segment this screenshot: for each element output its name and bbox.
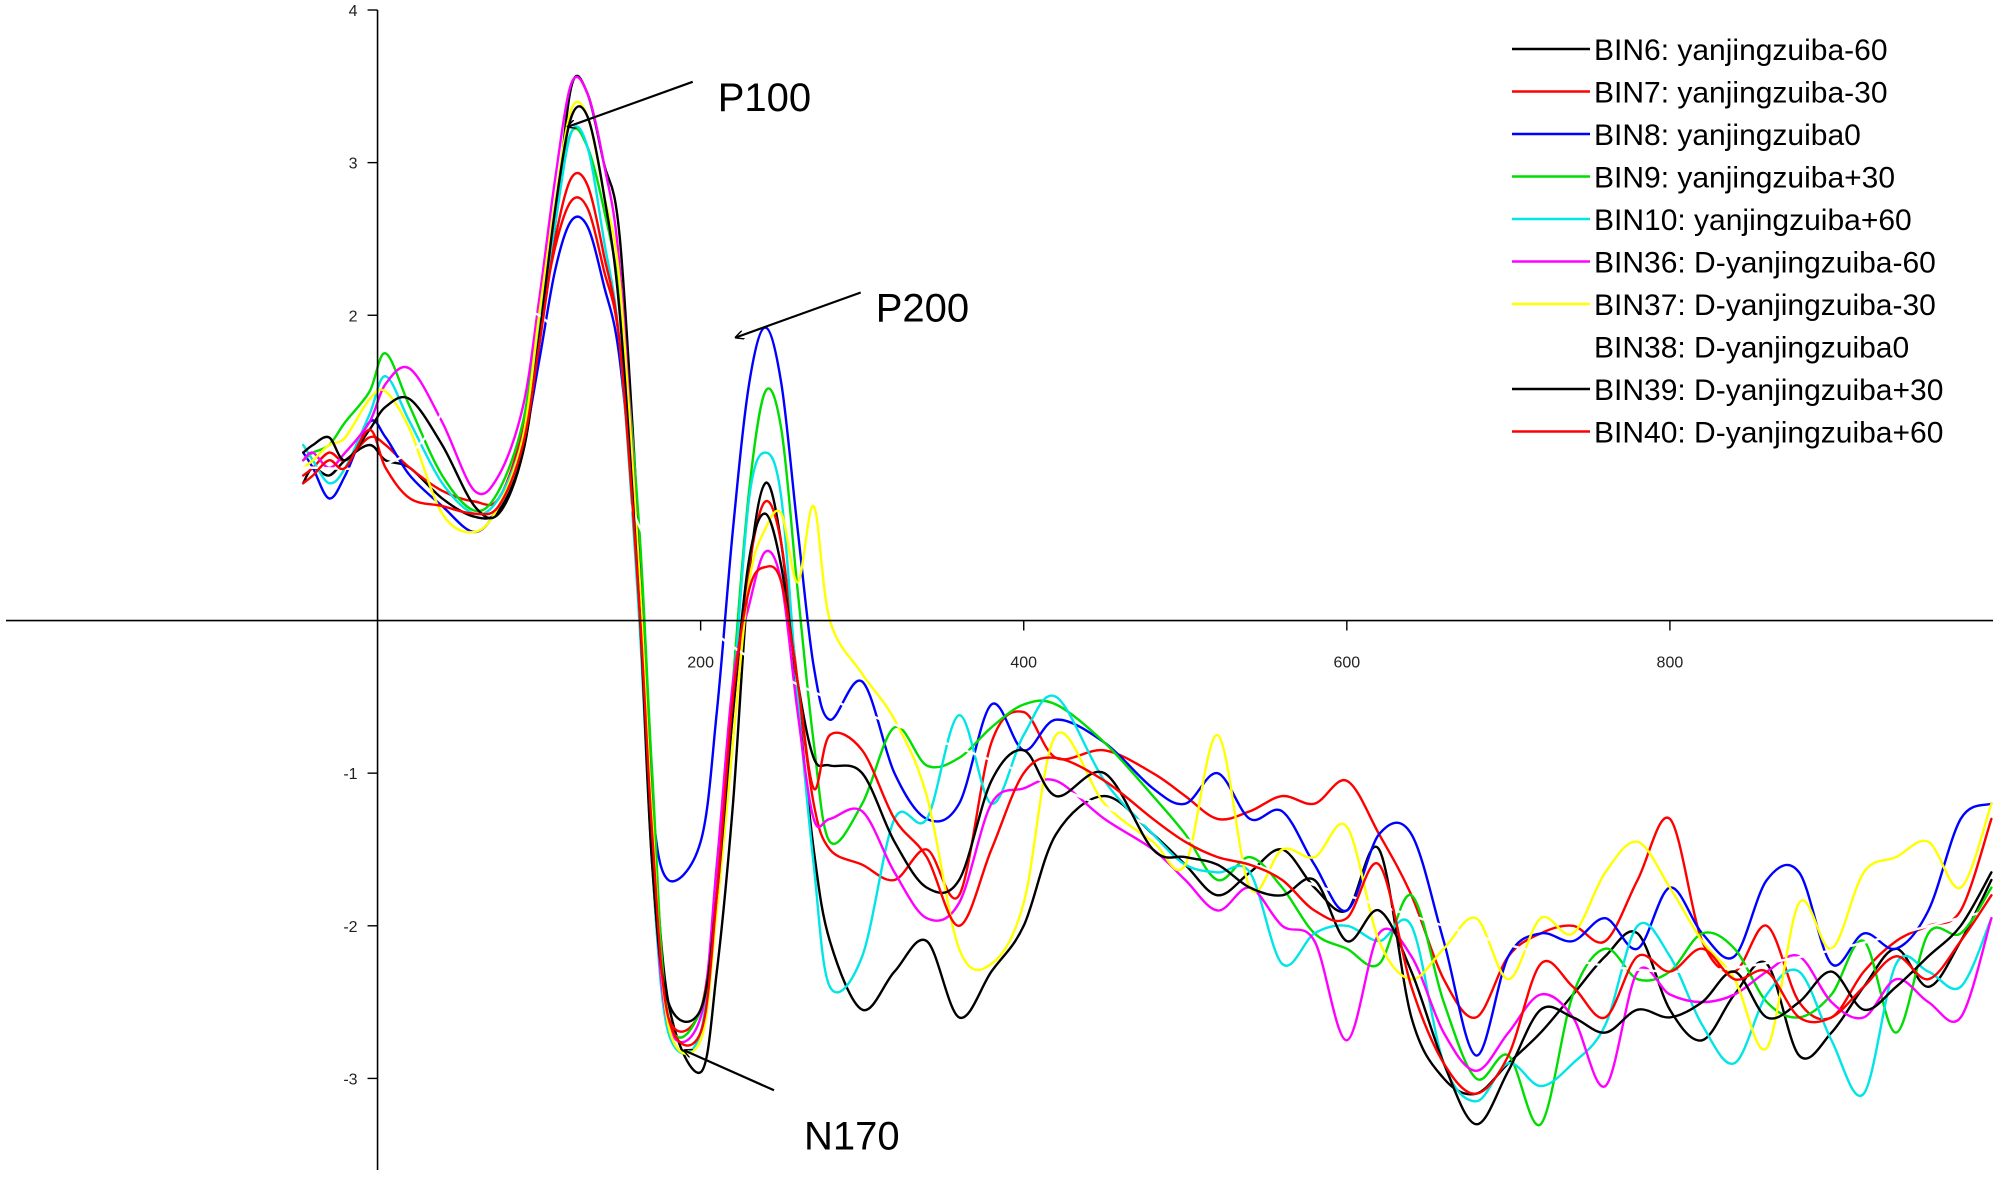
annotation-arrow [684, 1050, 775, 1092]
y-tick-label: 2 [349, 308, 358, 325]
x-tick-label: 800 [1657, 655, 1684, 672]
axes [6, 10, 1993, 1170]
legend: BIN6: yanjingzuiba-60 BIN7: yanjingzuiba-… [1512, 34, 1943, 450]
legend-label: BIN39: D-yanjingzuiba+30 [1594, 374, 1943, 407]
legend-label: BIN36: D-yanjingzuiba-60 [1594, 247, 1936, 280]
legend-label: BIN40: D-yanjingzuiba+60 [1594, 417, 1943, 450]
legend-label: BIN6: yanjingzuiba-60 [1594, 34, 1888, 67]
legend-label: BIN8: yanjingzuiba0 [1594, 119, 1861, 152]
series-line-9 [302, 105, 1993, 1126]
annotations: P100 P200 N170 [568, 76, 969, 1158]
y-tick-label: -2 [343, 919, 357, 936]
y-tick-label: 3 [349, 156, 358, 173]
y-tick-label: -3 [343, 1071, 357, 1088]
series-lines [302, 74, 1993, 1127]
x-tick-label: 200 [687, 655, 714, 672]
series-line-5 [302, 125, 1993, 1103]
annotation-label: P200 [876, 286, 969, 330]
series-line-8 [302, 310, 1993, 973]
annotation-arrow [568, 80, 694, 127]
series-line-7 [302, 100, 1993, 1056]
legend-label: BIN7: yanjingzuiba-30 [1594, 77, 1888, 110]
series-line-10 [302, 171, 1993, 1095]
legend-label: BIN38: D-yanjingzuiba0 [1594, 332, 1909, 365]
annotation-label: N170 [804, 1114, 900, 1158]
annotation-label: P100 [718, 76, 811, 120]
series-line-6 [302, 75, 1993, 1088]
legend-label: BIN10: yanjingzuiba+60 [1594, 204, 1912, 237]
series-line-2 [302, 196, 1993, 1033]
x-tick-label: 400 [1010, 655, 1037, 672]
legend-label: BIN37: D-yanjingzuiba-30 [1594, 289, 1936, 322]
legend-label: BIN9: yanjingzuiba+30 [1594, 162, 1895, 195]
tick-labels: 200 400 600 800 -3 -2 -1 2 3 4 [343, 3, 1683, 1088]
annotation-arrow [736, 291, 862, 337]
y-tick-label: 4 [349, 3, 358, 20]
x-tick-label: 600 [1333, 655, 1360, 672]
y-tick-label: -1 [343, 766, 357, 783]
